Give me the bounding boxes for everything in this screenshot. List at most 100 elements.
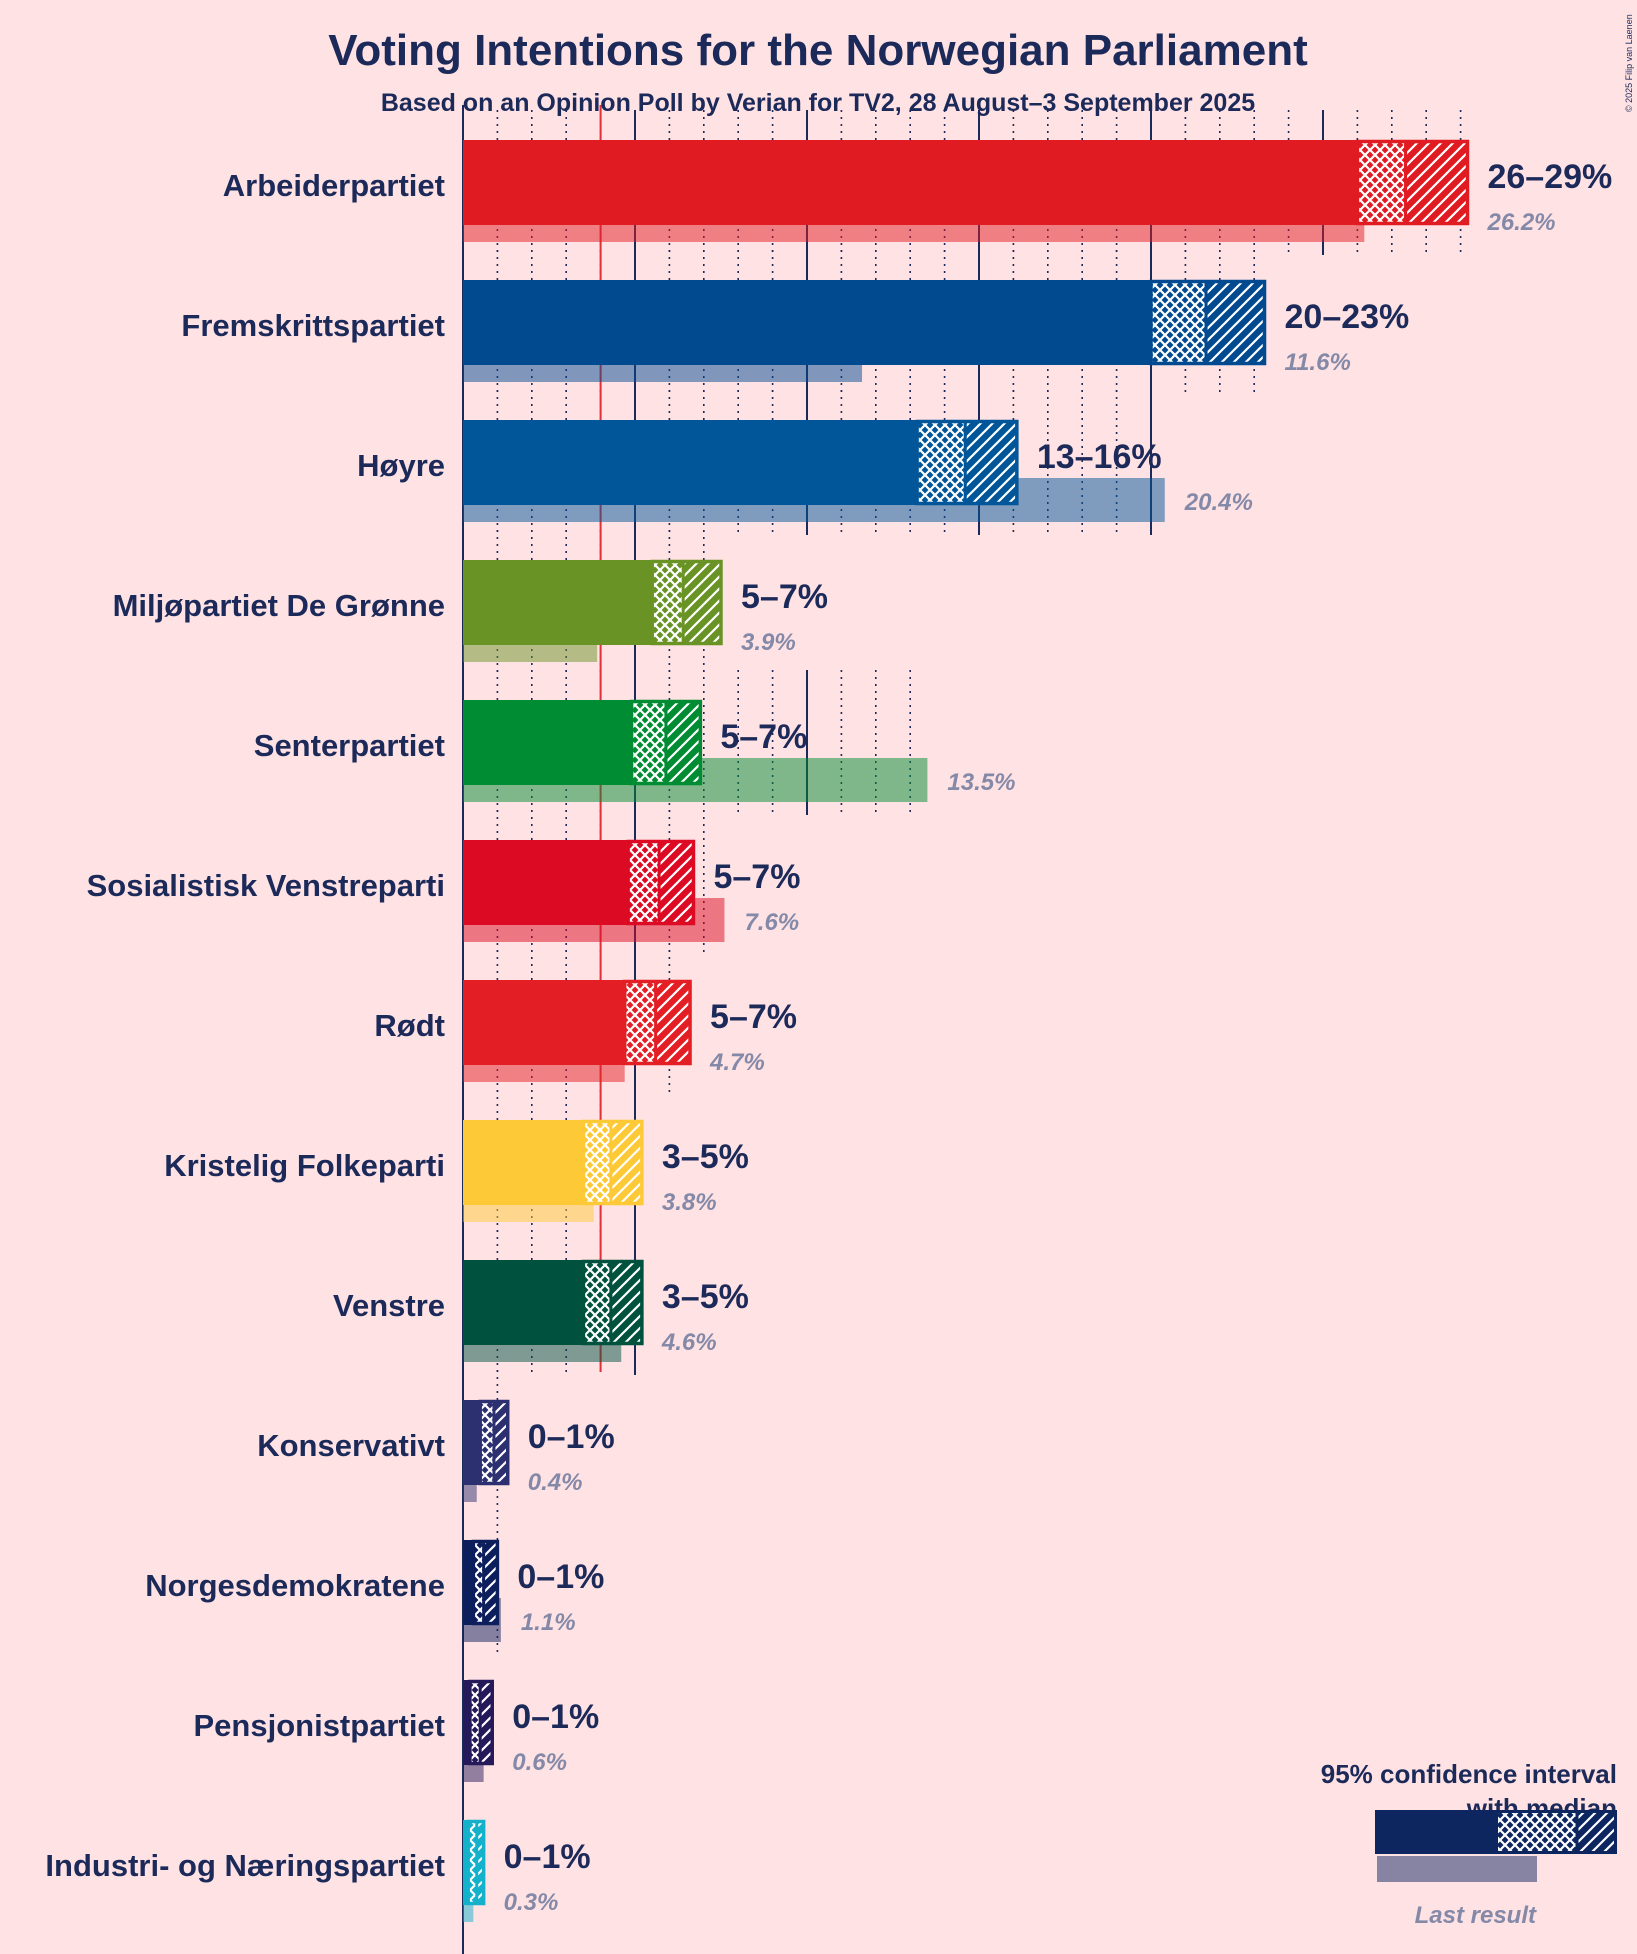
range-label: 5–7%: [710, 998, 797, 1036]
ci-outline: [1355, 139, 1470, 226]
ci-lower-hatch: [473, 1540, 484, 1625]
party-label: Venstre: [333, 1288, 445, 1323]
bar-solid: [463, 560, 653, 645]
last-result-label: 4.7%: [709, 1049, 765, 1076]
ci-outline: [581, 1119, 644, 1206]
range-label: 0–1%: [512, 1698, 599, 1736]
ci-lower-hatch: [1151, 280, 1207, 365]
chart-title: Voting Intentions for the Norwegian Parl…: [328, 26, 1308, 75]
range-label: 5–7%: [741, 578, 828, 616]
ci-lower-hatch: [1357, 140, 1406, 225]
ci-upper-hatch: [683, 560, 721, 645]
party-label: Arbeiderpartiet: [223, 168, 445, 203]
ci-upper-hatch: [655, 980, 691, 1065]
last-result-label: 11.6%: [1285, 349, 1351, 376]
legend-upper-hatch: [1577, 1810, 1617, 1854]
legend-outline: [1495, 1810, 1617, 1854]
bar-solid: [463, 1260, 584, 1345]
legend-last-result: Last result: [1415, 1902, 1537, 1929]
bar-solid: [463, 140, 1358, 225]
ci-outline: [915, 419, 1019, 506]
ci-upper-hatch: [610, 1260, 642, 1345]
bar-solid: [463, 280, 1151, 365]
last-result-label: 0.3%: [504, 1889, 559, 1916]
ci-lower-hatch: [583, 1260, 611, 1345]
bar-solid: [463, 1540, 474, 1625]
last-result-label: 0.6%: [512, 1749, 567, 1776]
ci-upper-hatch: [480, 1680, 493, 1765]
ci-outline: [471, 1539, 500, 1626]
range-label: 3–5%: [662, 1138, 749, 1176]
range-label: 0–1%: [517, 1558, 604, 1596]
range-label: 26–29%: [1487, 158, 1612, 196]
bar-solid: [463, 1120, 584, 1205]
ci-upper-hatch: [483, 1540, 498, 1625]
range-label: 5–7%: [720, 718, 807, 756]
party-label: Fremskrittspartiet: [181, 308, 445, 343]
last-result-label: 1.1%: [521, 1609, 576, 1636]
party-label: Senterpartiet: [254, 728, 445, 763]
ci-lower-hatch: [624, 980, 656, 1065]
party-label: Rødt: [374, 1008, 445, 1043]
ci-upper-hatch: [665, 700, 701, 785]
last-result-label: 20.4%: [1184, 489, 1253, 516]
party-label: Kristelig Folkeparti: [164, 1148, 445, 1183]
legend-last-bar: [1377, 1856, 1537, 1882]
range-label: 3–5%: [662, 1278, 749, 1316]
last-result-label: 7.6%: [744, 909, 799, 936]
bar-solid: [463, 1680, 470, 1765]
range-label: 0–1%: [528, 1418, 615, 1456]
bar-solid: [463, 980, 625, 1065]
party-label: Miljøpartiet De Grønne: [113, 588, 445, 623]
ci-lower-hatch: [480, 1400, 494, 1485]
party-label: Høyre: [357, 448, 445, 483]
party-label: Konservativt: [257, 1428, 445, 1463]
ci-lower-hatch: [469, 1680, 481, 1765]
ci-lower-hatch: [468, 1820, 477, 1905]
last-result-label: 13.5%: [947, 769, 1015, 796]
last-result-label: 26.2%: [1486, 209, 1555, 236]
bar-solid: [463, 700, 632, 785]
ci-outline: [581, 1259, 644, 1346]
ci-outline: [1149, 279, 1267, 366]
ci-lower-hatch: [583, 1120, 611, 1205]
party-label: Norgesdemokratene: [145, 1568, 445, 1603]
bars: [463, 139, 1470, 1922]
last-result-label: 0.4%: [528, 1469, 583, 1496]
ci-upper-hatch: [659, 840, 694, 925]
party-label: Sosialistisk Venstreparti: [87, 868, 445, 903]
bar-solid: [463, 840, 629, 925]
ci-upper-hatch: [1405, 140, 1468, 225]
ci-upper-hatch: [965, 420, 1017, 505]
copyright: © 2025 Filip van Laenen: [1624, 14, 1634, 112]
chart-subtitle: Based on an Opinion Poll by Verian for T…: [381, 89, 1255, 117]
bar-labels: Arbeiderpartiet 26–29% 26.2% Fremskrittspar…: [45, 158, 1612, 1916]
ci-upper-hatch: [493, 1400, 508, 1485]
ci-lower-hatch: [652, 560, 684, 645]
ci-upper-hatch: [1206, 280, 1265, 365]
ci-lower-hatch: [917, 420, 966, 505]
legend-lower-hatch: [1495, 1810, 1577, 1854]
last-result-label: 4.6%: [661, 1329, 717, 1356]
ci-outline: [650, 559, 723, 646]
last-result-label: 3.9%: [741, 629, 796, 656]
legend: 95% confidence interval with median Last…: [1321, 1759, 1617, 1929]
ci-lower-hatch: [631, 700, 666, 785]
range-label: 0–1%: [504, 1838, 591, 1876]
party-label: Industri- og Næringspartiet: [45, 1848, 445, 1883]
range-label: 13–16%: [1037, 438, 1162, 476]
party-label: Pensjonistpartiet: [194, 1708, 446, 1743]
bar-solid: [463, 1820, 469, 1905]
ci-outline: [626, 839, 696, 926]
ci-lower-hatch: [628, 840, 660, 925]
ci-outline: [622, 979, 692, 1066]
legend-swatch: [1375, 1810, 1617, 1882]
range-label: 5–7%: [713, 858, 800, 896]
bar-solid: [463, 1400, 481, 1485]
bar-solid: [463, 420, 918, 505]
last-result-label: 3.8%: [662, 1189, 717, 1216]
legend-solid: [1375, 1810, 1495, 1854]
legend-line1: 95% confidence interval: [1321, 1759, 1617, 1789]
ci-upper-hatch: [476, 1820, 484, 1905]
